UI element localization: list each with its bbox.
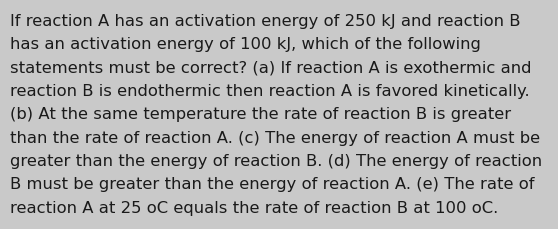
Text: greater than the energy of reaction B. (d) The energy of reaction: greater than the energy of reaction B. (… [10, 153, 542, 168]
Text: reaction B is endothermic then reaction A is favored kinetically.: reaction B is endothermic then reaction … [10, 84, 530, 98]
Text: than the rate of reaction A. (c) The energy of reaction A must be: than the rate of reaction A. (c) The ene… [10, 130, 540, 145]
Text: has an activation energy of 100 kJ, which of the following: has an activation energy of 100 kJ, whic… [10, 37, 481, 52]
Text: If reaction A has an activation energy of 250 kJ and reaction B: If reaction A has an activation energy o… [10, 14, 521, 29]
Text: (b) At the same temperature the rate of reaction B is greater: (b) At the same temperature the rate of … [10, 107, 511, 122]
Text: reaction A at 25 oC equals the rate of reaction B at 100 oC.: reaction A at 25 oC equals the rate of r… [10, 200, 498, 215]
Text: statements must be correct? (a) If reaction A is exothermic and: statements must be correct? (a) If react… [10, 60, 532, 75]
Text: B must be greater than the energy of reaction A. (e) The rate of: B must be greater than the energy of rea… [10, 177, 535, 191]
